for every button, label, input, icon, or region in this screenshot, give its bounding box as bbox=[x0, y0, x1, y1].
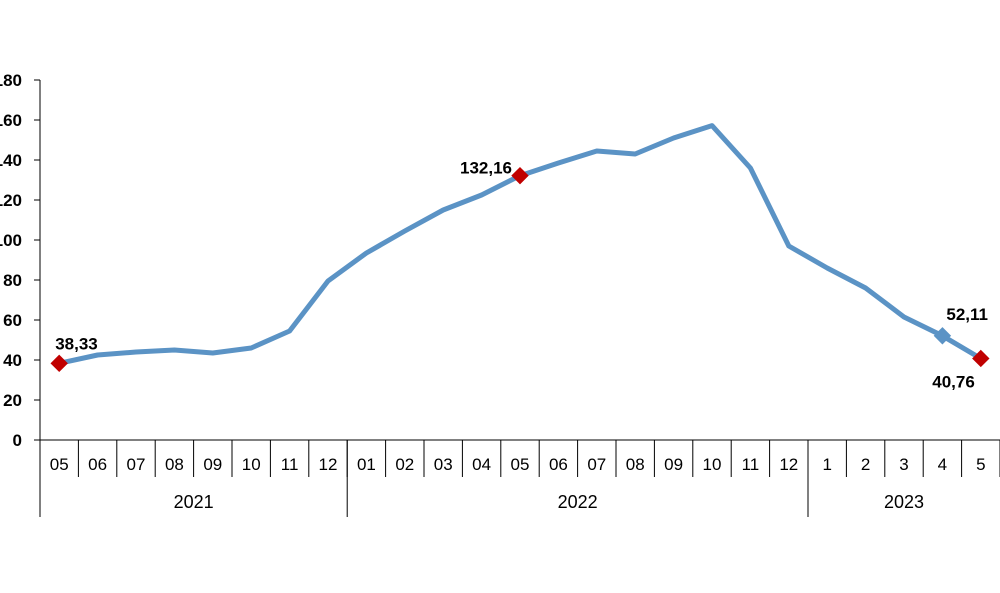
y-tick-label: 60 bbox=[3, 311, 22, 330]
x-tick-label: 06 bbox=[549, 455, 568, 474]
x-tick-label: 04 bbox=[472, 455, 491, 474]
x-tick-label: 06 bbox=[88, 455, 107, 474]
x-tick-label: 09 bbox=[203, 455, 222, 474]
x-tick-label: 07 bbox=[127, 455, 146, 474]
x-tick-label: 10 bbox=[703, 455, 722, 474]
data-label: 132,16 bbox=[460, 159, 512, 178]
x-tick-label: 03 bbox=[434, 455, 453, 474]
x-tick-label: 11 bbox=[742, 455, 760, 474]
x-tick-label: 05 bbox=[511, 455, 530, 474]
data-label: 40,76 bbox=[932, 372, 975, 391]
x-tick-label: 5 bbox=[976, 455, 985, 474]
data-labels: 38,33 132,16 52,11 40,76 bbox=[55, 159, 988, 392]
x-tick-label: 08 bbox=[165, 455, 184, 474]
x-tick-label: 08 bbox=[626, 455, 645, 474]
x-tick-label: 02 bbox=[395, 455, 414, 474]
x-tick-label: 01 bbox=[357, 455, 376, 474]
x-axis-ticks: 05 06 07 08 09 10 11 12 01 02 03 04 05 06 07 08 09 10 11 12… bbox=[39, 440, 1000, 477]
x-tick-label: 12 bbox=[779, 455, 798, 474]
x-tick-label: 10 bbox=[242, 455, 261, 474]
x-tick-label: 11 bbox=[281, 455, 299, 474]
y-tick-label: 0 bbox=[13, 431, 22, 450]
year-labels: 2021 2022 2023 bbox=[174, 440, 924, 517]
y-tick-label: 100 bbox=[0, 231, 22, 250]
y-tick-label: 140 bbox=[0, 151, 22, 170]
x-tick-label: 2 bbox=[861, 455, 870, 474]
year-label: 2021 bbox=[174, 492, 214, 512]
year-label: 2023 bbox=[884, 492, 924, 512]
x-tick-label: 12 bbox=[319, 455, 338, 474]
data-marker bbox=[50, 354, 68, 373]
series-line-path bbox=[56, 123, 984, 366]
x-tick-label: 3 bbox=[899, 455, 908, 474]
data-marker bbox=[511, 166, 529, 185]
data-marker bbox=[933, 327, 952, 345]
y-tick-label: 160 bbox=[0, 111, 22, 130]
y-tick-label: 80 bbox=[3, 271, 22, 290]
y-tick-label: 180 bbox=[0, 71, 22, 90]
y-tick-label: 120 bbox=[0, 191, 22, 210]
x-tick-label: 09 bbox=[664, 455, 683, 474]
series-line bbox=[56, 123, 984, 366]
x-tick-label: 4 bbox=[938, 455, 947, 474]
x-tick-label: 1 bbox=[822, 455, 831, 474]
data-label: 38,33 bbox=[55, 334, 98, 353]
x-tick-label: 07 bbox=[587, 455, 606, 474]
y-tick-label: 40 bbox=[3, 351, 22, 370]
data-marker bbox=[972, 349, 990, 368]
data-label: 52,11 bbox=[946, 305, 988, 324]
y-axis-ticks: 0 20 40 60 80 100 120 140 160 180 bbox=[0, 71, 40, 450]
year-label: 2022 bbox=[558, 492, 598, 512]
data-markers bbox=[50, 166, 990, 373]
x-tick-label: 05 bbox=[50, 455, 69, 474]
axes bbox=[39, 80, 1000, 517]
y-tick-label: 20 bbox=[3, 391, 22, 410]
